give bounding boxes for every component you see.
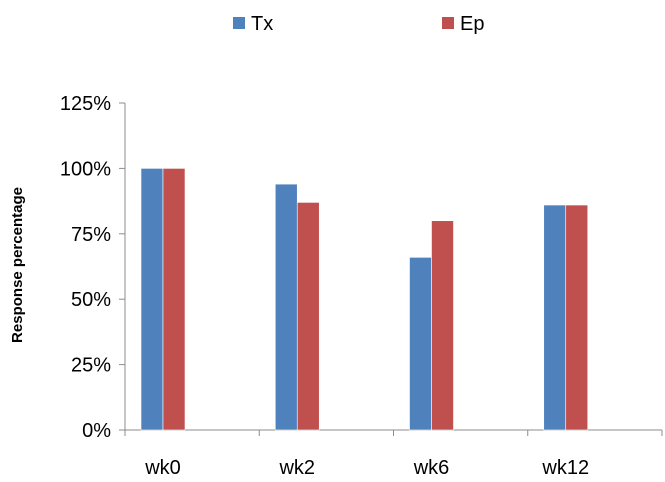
bar-ep-wk12 (565, 204, 589, 431)
y-tick-label: 25% (71, 355, 111, 377)
bar-tx-wk6 (409, 257, 432, 431)
y-tick-label: 100% (60, 158, 111, 180)
y-axis-label: Response percentage (9, 187, 26, 343)
plot-area: 0% 25% 50% 75% 100% 125% wk0 wk2 wk6 wk12 (60, 93, 663, 479)
bar-tx-wk2 (274, 183, 298, 431)
y-tick-label: 50% (71, 289, 111, 311)
bar-ep-wk0 (162, 168, 186, 431)
legend: Tx Ep (233, 13, 484, 35)
legend-swatch-tx (233, 17, 245, 29)
x-tick-label: wk6 (413, 457, 450, 477)
bar-ep-wk2 (296, 202, 320, 431)
bar-ep-wk6 (431, 220, 454, 431)
bar-tx-wk12 (543, 204, 567, 431)
bar-tx-wk0 (140, 168, 164, 431)
x-tick-label: wk2 (278, 457, 315, 477)
legend-swatch-ep (442, 17, 454, 29)
y-tick-label: 125% (60, 93, 111, 115)
x-tick-label: wk0 (144, 457, 181, 477)
x-tick-label: wk12 (541, 457, 589, 477)
y-tick-label: 75% (71, 224, 111, 246)
y-tick-label: 0% (82, 420, 111, 442)
legend-label-ep: Ep (460, 13, 484, 35)
legend-label-tx: Tx (251, 13, 273, 35)
